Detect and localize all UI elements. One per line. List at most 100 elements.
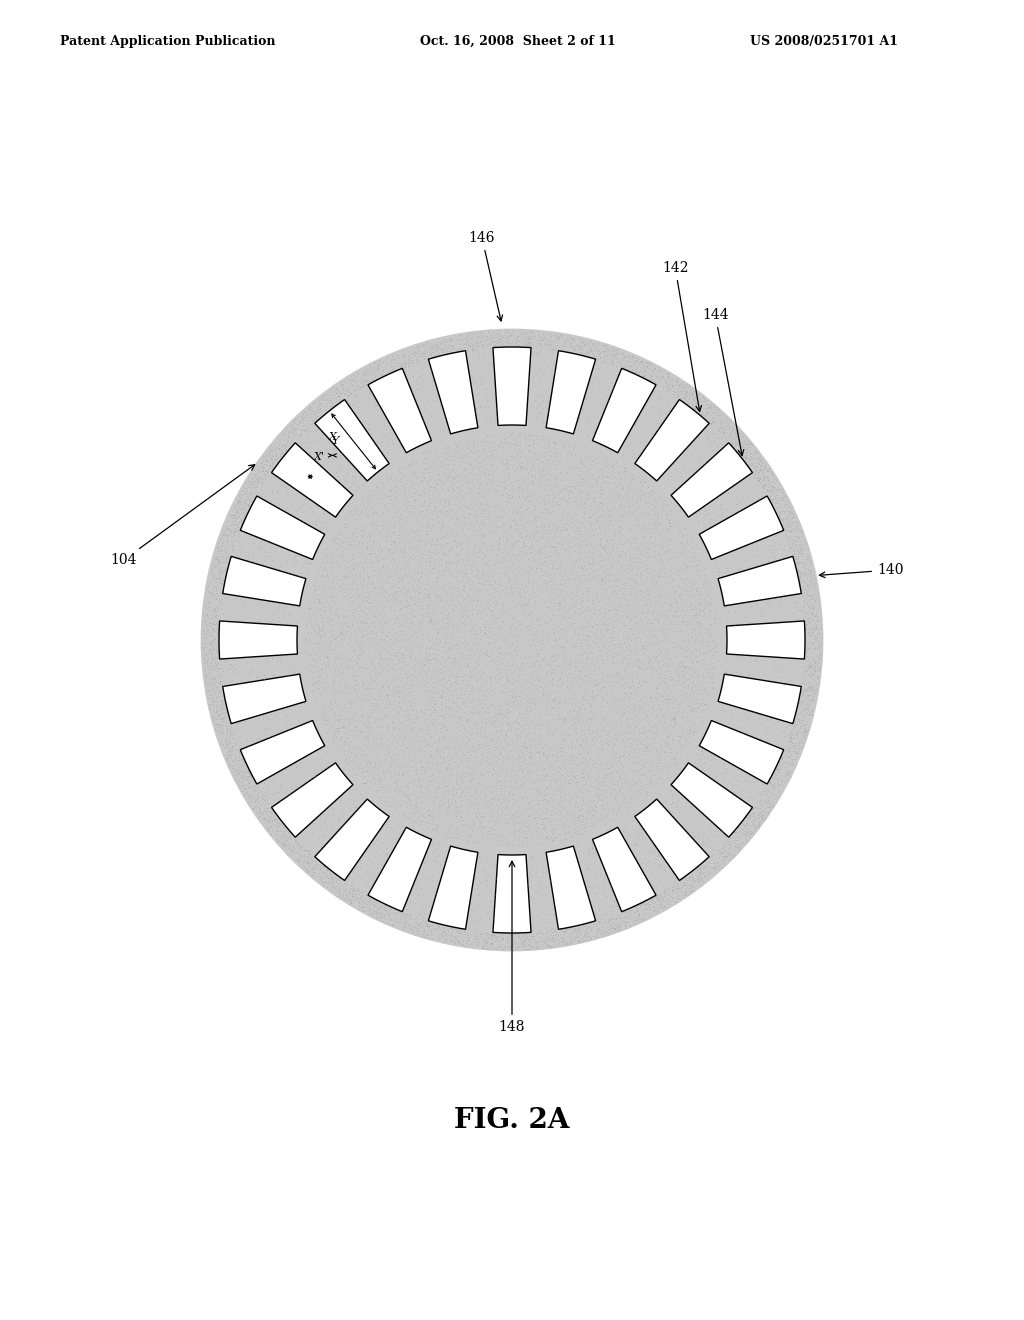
Point — [380, 412, 396, 433]
Point — [516, 568, 532, 589]
Point — [643, 770, 659, 791]
Point — [573, 644, 590, 665]
Point — [708, 488, 724, 510]
Point — [345, 470, 361, 491]
Point — [605, 734, 622, 755]
Point — [360, 890, 377, 911]
Point — [392, 568, 409, 589]
Point — [425, 820, 441, 841]
Point — [669, 387, 685, 408]
Point — [599, 921, 615, 942]
Point — [296, 771, 312, 792]
Point — [527, 397, 544, 418]
Point — [399, 655, 416, 676]
Point — [696, 854, 713, 875]
Point — [511, 453, 527, 474]
Point — [445, 632, 462, 653]
Point — [799, 583, 815, 605]
Point — [300, 432, 316, 453]
Point — [421, 880, 437, 902]
Point — [574, 582, 591, 603]
Point — [530, 792, 547, 813]
Point — [398, 541, 415, 562]
Point — [682, 796, 698, 817]
Point — [213, 597, 229, 618]
Point — [779, 496, 796, 517]
Point — [595, 738, 611, 759]
Point — [374, 576, 390, 597]
Point — [582, 762, 598, 783]
Point — [458, 527, 474, 548]
Point — [605, 616, 622, 638]
Point — [567, 595, 584, 616]
Point — [795, 553, 811, 574]
Point — [520, 474, 537, 495]
Point — [362, 863, 379, 884]
Point — [792, 537, 808, 558]
Point — [487, 428, 504, 449]
Point — [459, 471, 475, 492]
Point — [664, 805, 680, 826]
Point — [748, 455, 764, 477]
Point — [322, 689, 338, 710]
Point — [445, 537, 462, 558]
Point — [521, 537, 538, 558]
Point — [727, 425, 743, 446]
Point — [556, 692, 572, 713]
Point — [477, 552, 494, 573]
Point — [573, 711, 590, 733]
Point — [564, 723, 581, 744]
Point — [617, 490, 634, 511]
Point — [356, 612, 373, 634]
Point — [552, 787, 568, 808]
Point — [223, 743, 240, 764]
Point — [601, 499, 617, 520]
Point — [777, 752, 794, 774]
Point — [485, 899, 502, 920]
Point — [567, 693, 584, 714]
Point — [443, 466, 460, 487]
Point — [563, 459, 580, 480]
Point — [322, 861, 338, 882]
Point — [659, 603, 676, 624]
Point — [804, 685, 820, 706]
Point — [420, 805, 436, 826]
Point — [792, 729, 808, 750]
Point — [596, 882, 612, 903]
Point — [737, 828, 754, 849]
Point — [740, 807, 757, 828]
Point — [450, 478, 466, 499]
Point — [331, 655, 347, 676]
Point — [348, 593, 365, 614]
Point — [551, 339, 567, 360]
Point — [529, 486, 546, 507]
Point — [317, 858, 334, 879]
Point — [798, 723, 814, 744]
Point — [687, 692, 703, 713]
Point — [738, 429, 755, 450]
Point — [781, 741, 798, 762]
Point — [408, 795, 424, 816]
Point — [398, 550, 415, 572]
Point — [570, 407, 587, 428]
Point — [385, 433, 401, 454]
Point — [766, 478, 782, 499]
Point — [336, 681, 352, 702]
Point — [271, 603, 288, 624]
Point — [468, 700, 484, 721]
Point — [440, 609, 457, 630]
Point — [543, 465, 559, 486]
Point — [510, 510, 526, 531]
Point — [223, 539, 240, 560]
Point — [699, 619, 716, 640]
Point — [542, 936, 558, 957]
Point — [401, 597, 418, 618]
Point — [423, 704, 439, 725]
Point — [347, 643, 364, 664]
Point — [242, 795, 258, 816]
Point — [229, 502, 246, 523]
Point — [715, 766, 731, 787]
Point — [612, 638, 629, 659]
Point — [447, 499, 464, 520]
Point — [386, 606, 402, 627]
